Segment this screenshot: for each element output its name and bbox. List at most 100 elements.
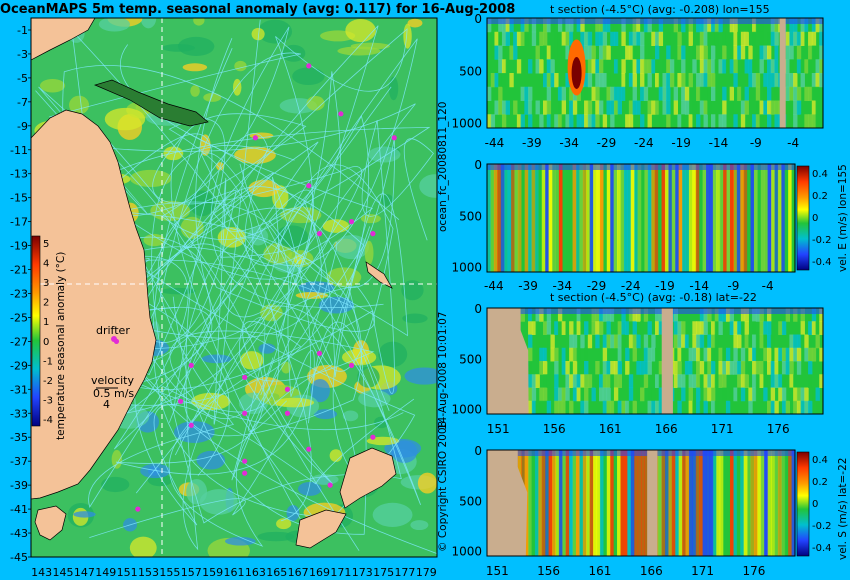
new-zealand-south [295,509,347,549]
section-cell [723,164,728,272]
section-cell [664,450,669,556]
section-cell [589,164,594,272]
section-cell [788,450,793,556]
section-cell [658,450,663,556]
section-cell [565,347,570,362]
drifter-point [135,506,141,512]
section-cell [632,59,637,74]
anomaly-patch [232,78,242,96]
section-cell [625,114,630,129]
section-cell [748,59,753,74]
section-cell [662,86,667,101]
section-cell [677,374,682,388]
section-cell [625,73,630,88]
section-cell [811,18,817,33]
section-cell [719,164,724,272]
section-cell [591,86,596,101]
section-cell [778,374,783,388]
anomaly-patch [180,216,204,239]
section-cell [501,73,507,88]
section-cell [498,100,503,115]
section-cell [784,164,789,272]
section-cell [737,45,742,60]
section-cell [658,114,664,129]
section-cell [554,73,559,88]
section-cell [753,450,758,556]
section-cell [644,450,649,556]
section-cell [651,387,656,402]
section-cell [501,114,507,129]
section-cell [808,45,813,60]
drifter-point [370,434,376,440]
section-cell [711,31,716,46]
section-cell [763,374,768,388]
section-cell [498,31,503,46]
section-cell [770,387,776,402]
section-cell [750,164,755,272]
section-cell [520,86,525,101]
section-cell [562,164,567,272]
anomaly-patch [364,240,374,265]
section-cell [636,18,641,33]
anomaly-patch [292,67,325,86]
map-panel: -1-3-5-7-9-11-13-15-17-19-21-23-25-27-29… [10,17,438,579]
section-cell [699,361,705,375]
section-cell [711,400,716,415]
section-cell [602,73,608,88]
section-cell [755,18,761,33]
section-cell [696,400,701,415]
section-cell [617,334,622,349]
section-cell [755,114,761,129]
section-cell [712,164,717,272]
section-cell [620,450,625,556]
section-cell [796,334,802,349]
section-cell [617,86,622,101]
section-cell [789,387,794,402]
section-cell [613,450,618,556]
section-cell [755,387,761,402]
section-cell [752,114,757,129]
section-cell [576,374,581,388]
section-colorbar-tick: 0.2 [812,191,828,202]
section-cell [804,18,809,33]
section-cell [800,73,805,88]
section-cell [610,361,615,375]
section-cell [808,347,813,362]
section-cell [543,31,548,46]
section-cell [509,18,514,33]
drifter-point [242,458,248,464]
section-cell [733,387,738,402]
section-cell [557,400,563,415]
section-cell [617,450,622,556]
section-cell [545,164,550,272]
lon-tick-label: 177 [394,566,415,579]
section-cell [711,347,716,362]
section-cell [778,347,783,362]
anomaly-patch [275,225,309,248]
section-cell [586,450,591,556]
lon-tick-label: 143 [31,566,52,579]
section-cell [714,334,720,349]
lat-tick-label: -15 [10,192,28,205]
velocity-value: 0.5 m/s [93,387,134,400]
section-cell [774,73,779,88]
section-cell [789,347,794,362]
map-frame [30,17,438,558]
lat-tick-label: -1 [17,24,28,37]
section-cell [552,164,557,272]
section-cell [655,31,660,46]
section-cell [617,374,622,388]
section-cell [767,321,772,335]
section-cell [811,321,817,335]
section-cell [595,308,600,322]
section-cell [760,450,765,556]
section-cell [808,308,813,322]
section-cell [712,450,717,556]
tasmania-land [34,505,67,541]
section-cell [726,164,731,272]
section-cell [569,400,574,415]
section-cell [543,73,548,88]
section-cell [643,86,649,101]
lon-tick-label: 179 [416,566,437,579]
section-cell [673,334,678,349]
